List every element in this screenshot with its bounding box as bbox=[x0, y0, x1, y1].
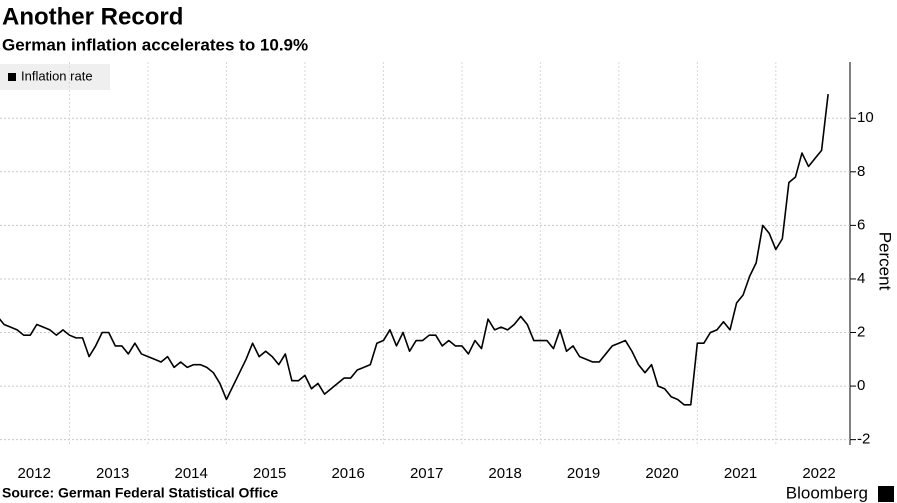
x-tick-label: 2014 bbox=[175, 465, 208, 482]
y-tick-label: 8 bbox=[857, 163, 865, 180]
y-tick-label: 0 bbox=[857, 377, 865, 394]
y-axis-label: Percent bbox=[876, 232, 895, 291]
x-tick-label: 2021 bbox=[724, 465, 757, 482]
x-tick-label: 2020 bbox=[645, 465, 678, 482]
y-tick-label: -2 bbox=[857, 431, 870, 448]
x-tick-label: 2022 bbox=[802, 465, 835, 482]
line-series bbox=[0, 94, 829, 406]
x-tick-label: 2012 bbox=[18, 465, 51, 482]
x-tick-label: 2013 bbox=[96, 465, 129, 482]
source-note: Source: German Federal Statistical Offic… bbox=[2, 485, 278, 501]
y-tick-label: 6 bbox=[857, 216, 865, 233]
chart-subtitle: German inflation accelerates to 10.9% bbox=[2, 35, 308, 54]
plot bbox=[0, 94, 829, 406]
legend-swatch bbox=[8, 73, 16, 81]
brand: Bloomberg bbox=[786, 483, 868, 502]
x-tick-label: 2018 bbox=[488, 465, 521, 482]
legend-label: Inflation rate bbox=[21, 68, 93, 83]
x-tick-label: 2017 bbox=[410, 465, 443, 482]
x-tick-label: 2019 bbox=[567, 465, 600, 482]
legend-box bbox=[0, 64, 110, 90]
chart-title: Another Record bbox=[2, 3, 183, 30]
x-tick-label: 2016 bbox=[331, 465, 364, 482]
y-tick-label: 10 bbox=[857, 109, 874, 126]
brand-icon bbox=[878, 486, 894, 502]
x-tick-label: 2015 bbox=[253, 465, 286, 482]
y-tick-label: 4 bbox=[857, 270, 865, 287]
y-tick-label: 2 bbox=[857, 323, 865, 340]
